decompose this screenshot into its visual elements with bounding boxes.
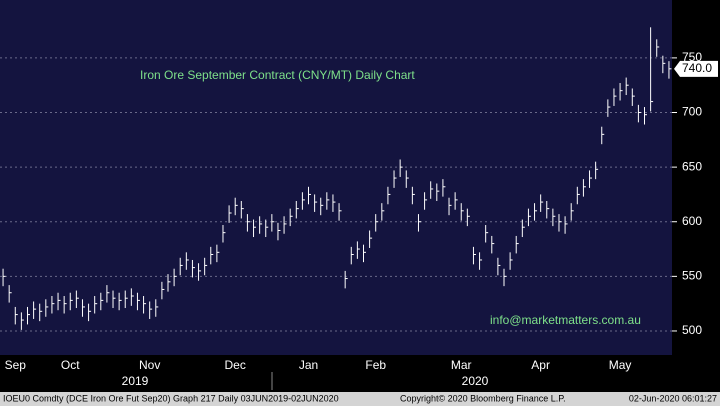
- x-tick-label: Apr: [531, 358, 550, 372]
- y-tick-label: 500: [682, 323, 702, 337]
- y-tick-label: 700: [682, 105, 702, 119]
- x-tick-label: Nov: [139, 358, 160, 372]
- footer-left: IOEU0 Comdty (DCE Iron Ore Fut Sep20) Gr…: [3, 393, 339, 403]
- x-tick-label: May: [609, 358, 632, 372]
- y-tick-label: 550: [682, 269, 702, 283]
- y-tick-label: 750: [682, 50, 702, 64]
- y-tick-label: 600: [682, 214, 702, 228]
- footer-mid: Copyright© 2020 Bloomberg Finance L.P.: [400, 393, 566, 403]
- x-tick-label: Oct: [61, 358, 80, 372]
- footer-right: 02-Jun-2020 06:01:27: [629, 393, 717, 403]
- x-tick-label: Sep: [5, 358, 27, 372]
- x-tick-label: Mar: [451, 358, 472, 372]
- year-label: 2020: [462, 374, 489, 388]
- year-label: 2019: [122, 374, 149, 388]
- x-tick-label: Jan: [299, 358, 318, 372]
- chart-title: Iron Ore September Contract (CNY/MT) Dai…: [140, 68, 415, 82]
- annotation: info@marketmatters.com.au: [490, 313, 641, 327]
- footer-bar: [0, 392, 720, 406]
- last-value-label: 740.0: [682, 61, 712, 75]
- last-value-tag: [674, 60, 718, 77]
- y-tick-label: 650: [682, 159, 702, 173]
- x-tick-label: Feb: [365, 358, 386, 372]
- plot-area: [0, 0, 672, 355]
- x-tick-label: Dec: [225, 358, 246, 372]
